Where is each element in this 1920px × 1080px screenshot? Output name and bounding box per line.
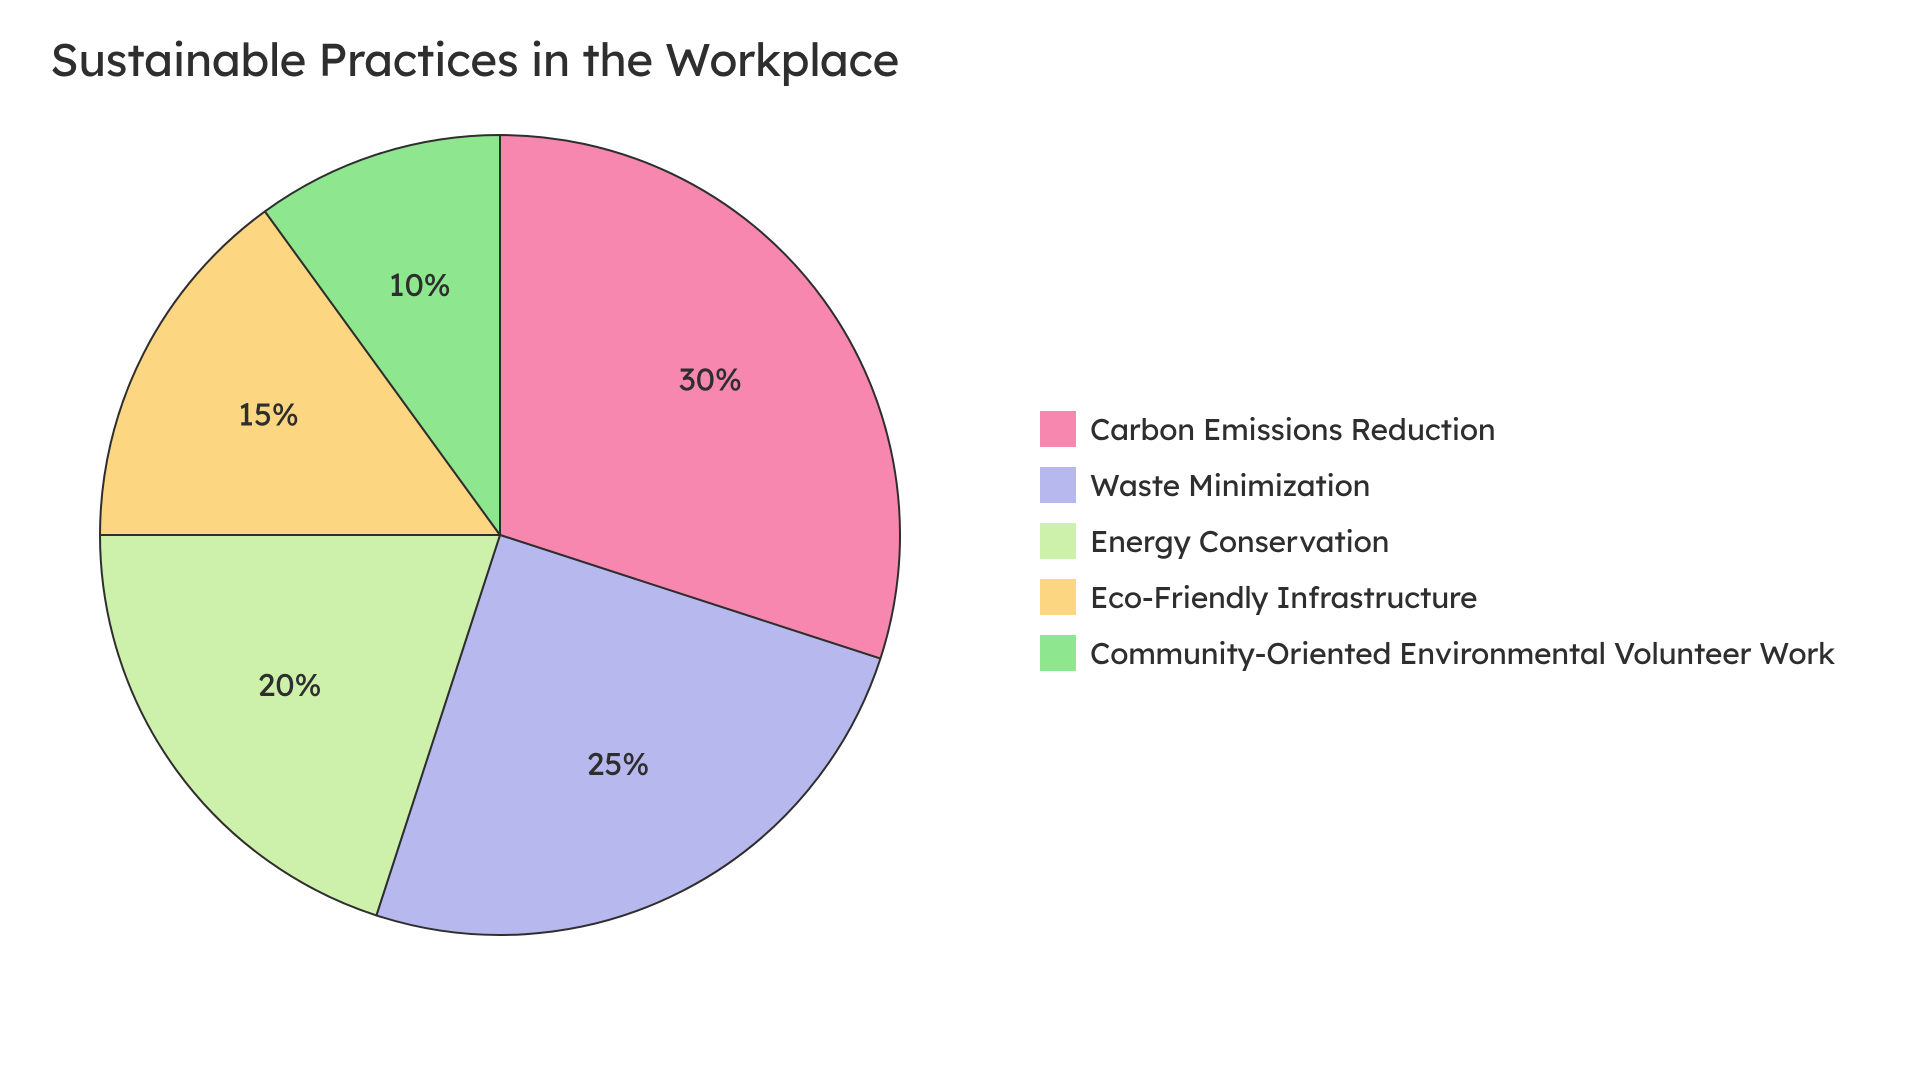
pie-svg: 30% 25% 20% 15% 10% xyxy=(80,115,920,955)
legend-label: Eco-Friendly Infrastructure xyxy=(1090,578,1477,616)
legend-item: Carbon Emissions Reduction xyxy=(1040,410,1835,448)
slice-label: 10% xyxy=(389,264,451,304)
legend-swatch xyxy=(1040,579,1076,615)
legend-swatch xyxy=(1040,523,1076,559)
slice-label: 30% xyxy=(679,359,742,399)
legend-swatch xyxy=(1040,411,1076,447)
slice-label: 20% xyxy=(258,664,322,704)
chart-container: Sustainable Practices in the Workplace 3… xyxy=(0,0,1920,1080)
slice-label: 25% xyxy=(587,743,650,783)
legend-swatch xyxy=(1040,467,1076,503)
legend-item: Community-Oriented Environmental Volunte… xyxy=(1040,634,1835,672)
legend-label: Energy Conservation xyxy=(1090,522,1389,560)
legend: Carbon Emissions Reduction Waste Minimiza… xyxy=(1040,410,1835,672)
legend-label: Community-Oriented Environmental Volunte… xyxy=(1090,634,1835,672)
legend-label: Waste Minimization xyxy=(1090,466,1370,504)
chart-title: Sustainable Practices in the Workplace xyxy=(50,30,899,88)
legend-item: Eco-Friendly Infrastructure xyxy=(1040,578,1835,616)
pie-chart: 30% 25% 20% 15% 10% xyxy=(80,115,920,955)
legend-item: Energy Conservation xyxy=(1040,522,1835,560)
legend-swatch xyxy=(1040,635,1076,671)
legend-item: Waste Minimization xyxy=(1040,466,1835,504)
legend-label: Carbon Emissions Reduction xyxy=(1090,410,1495,448)
slice-label: 15% xyxy=(238,393,299,433)
